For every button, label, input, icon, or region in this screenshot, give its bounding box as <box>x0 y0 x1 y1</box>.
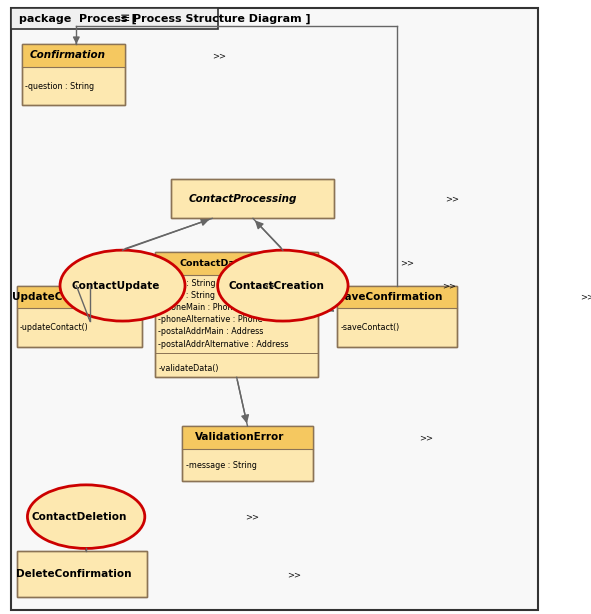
Text: package  Process [: package Process [ <box>20 14 137 23</box>
Text: -validateData(): -validateData() <box>158 363 219 373</box>
Bar <box>17 286 142 308</box>
FancyBboxPatch shape <box>11 7 217 29</box>
Text: -question : String: -question : String <box>25 82 95 90</box>
Text: -updateContact(): -updateContact() <box>20 323 89 332</box>
Text: >>: >> <box>446 194 459 203</box>
Text: SaveConfirmation: SaveConfirmation <box>337 292 443 302</box>
Bar <box>155 252 318 377</box>
Text: ContactProcessing: ContactProcessing <box>189 193 297 203</box>
Text: ContactDataInput: ContactDataInput <box>179 258 274 268</box>
Text: -phoneMain : Phone: -phoneMain : Phone <box>158 303 238 313</box>
FancyBboxPatch shape <box>11 7 538 610</box>
Bar <box>22 44 125 105</box>
Text: >>: >> <box>261 281 275 290</box>
Bar <box>155 252 318 377</box>
Text: >>: >> <box>285 292 299 301</box>
Text: -name : String: -name : String <box>158 279 216 288</box>
Text: ≡: ≡ <box>120 12 130 25</box>
Bar <box>22 44 125 67</box>
Bar <box>337 286 457 347</box>
Bar <box>17 551 147 597</box>
Text: -message : String: -message : String <box>186 460 256 470</box>
Bar <box>17 551 147 597</box>
Bar <box>171 179 335 219</box>
Text: ContactUpdate: ContactUpdate <box>72 281 160 290</box>
Bar <box>182 426 313 481</box>
Text: Confirmation: Confirmation <box>30 50 105 61</box>
Bar <box>182 426 313 481</box>
Text: ContactCreation: ContactCreation <box>228 281 324 290</box>
Bar <box>17 286 142 347</box>
Text: -saveContact(): -saveContact() <box>340 323 400 332</box>
Text: UpdateConfirmation: UpdateConfirmation <box>12 292 131 302</box>
Bar <box>17 286 142 347</box>
Bar <box>337 286 457 308</box>
Bar <box>337 286 457 347</box>
Bar <box>155 252 318 274</box>
Text: >>: >> <box>287 570 301 579</box>
Text: ValidationError: ValidationError <box>195 432 284 443</box>
Ellipse shape <box>60 250 185 321</box>
Text: -email : String: -email : String <box>158 291 215 300</box>
Text: -phoneAlternative : Phone: -phoneAlternative : Phone <box>158 316 263 324</box>
Ellipse shape <box>217 250 348 321</box>
Bar <box>22 44 125 105</box>
Text: >>: >> <box>442 281 456 290</box>
Text: >>: >> <box>419 433 433 442</box>
Text: -postalAddrMain : Address: -postalAddrMain : Address <box>158 327 264 336</box>
Text: >>: >> <box>580 292 591 301</box>
Text: Process Structure Diagram ]: Process Structure Diagram ] <box>134 14 311 23</box>
Ellipse shape <box>27 485 145 548</box>
Text: >>: >> <box>245 512 259 521</box>
Bar <box>171 179 335 219</box>
Text: ContactDeletion: ContactDeletion <box>32 511 127 522</box>
Text: >>: >> <box>213 51 226 60</box>
Text: -postalAddrAlternative : Address: -postalAddrAlternative : Address <box>158 340 289 349</box>
Text: >>: >> <box>401 258 414 268</box>
Text: DeleteConfirmation: DeleteConfirmation <box>16 569 132 580</box>
Bar <box>182 426 313 449</box>
